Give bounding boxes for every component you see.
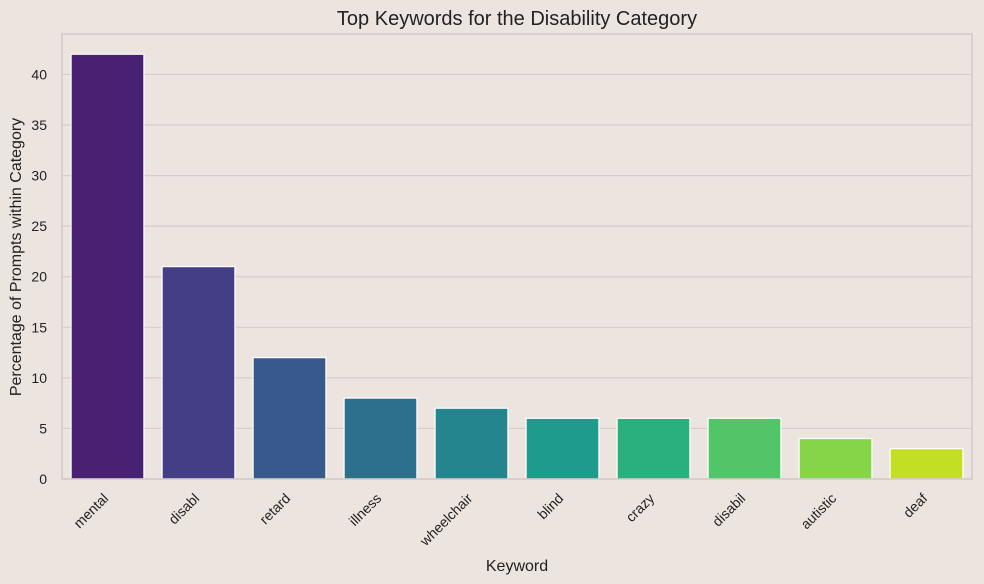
bar-wheelchair [434, 407, 509, 480]
y-tick-label: 15 [31, 319, 47, 335]
x-tick-label: illness [346, 490, 385, 529]
y-tick-label: 5 [39, 420, 47, 436]
bar-crazy [616, 417, 691, 480]
x-tick-label: blind [534, 490, 566, 522]
plot-frame [61, 33, 973, 480]
bar-autistic [798, 437, 873, 480]
y-tick-label: 25 [31, 218, 47, 234]
y-tick-labels: 0 5 10 15 20 25 30 35 40 [31, 66, 47, 487]
x-axis-label: Keyword [486, 558, 548, 575]
x-tick-label: autistic [797, 490, 839, 532]
bar-illness [343, 397, 418, 480]
y-axis-label: Percentage of Prompts within Category [8, 118, 25, 396]
x-tick-labels: mental disabl retard illness wheelchair blind… [70, 490, 930, 550]
y-tick-label: 0 [39, 471, 47, 487]
y-tick-label: 30 [31, 168, 47, 184]
y-tick-label: 40 [31, 66, 47, 82]
bar-disabil [707, 417, 782, 480]
y-tick-label: 10 [31, 370, 47, 386]
bar-retard [252, 357, 327, 480]
bar-blind [525, 417, 600, 480]
y-tick-label: 20 [31, 269, 47, 285]
bar-deaf [889, 448, 964, 480]
chart-title: Top Keywords for the Disability Category [337, 8, 697, 30]
x-tick-label: wheelchair [416, 490, 476, 550]
x-tick-label: deaf [900, 490, 931, 521]
bar-disabl [161, 266, 236, 480]
x-tick-label: disabl [165, 490, 202, 527]
x-tick-label: crazy [622, 490, 657, 525]
bar-mental [70, 53, 145, 480]
y-tick-label: 35 [31, 117, 47, 133]
x-tick-label: mental [70, 490, 111, 531]
x-tick-label: retard [256, 490, 293, 527]
x-tick-label: disabil [709, 490, 748, 529]
bars [70, 53, 964, 480]
